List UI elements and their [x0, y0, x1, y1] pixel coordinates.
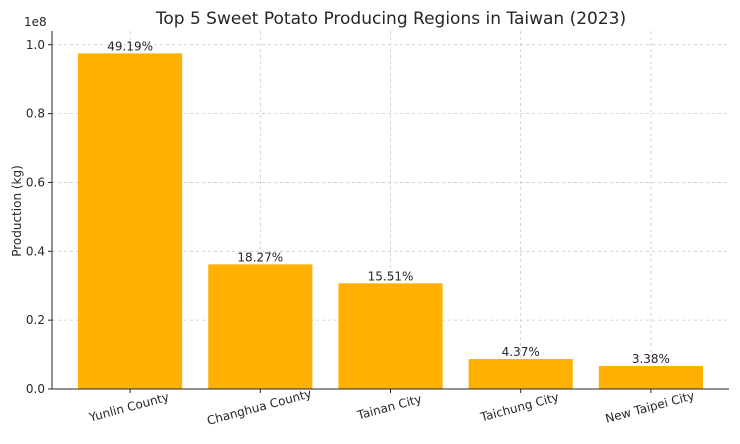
- axes: [48, 31, 729, 393]
- y-tick-label: 0.8: [26, 107, 45, 121]
- bar-data-label: 4.37%: [502, 345, 540, 359]
- chart-title: Top 5 Sweet Potato Producing Regions in …: [155, 9, 626, 29]
- bar: [78, 53, 183, 389]
- bar: [208, 264, 313, 389]
- bar-data-label: 18.27%: [237, 250, 283, 264]
- x-tick-label: New Taipei City: [604, 389, 696, 426]
- bars: [78, 53, 703, 389]
- y-axis-label: Production (kg): [10, 165, 24, 257]
- x-tick-label: Tainan City: [355, 392, 423, 423]
- bar: [598, 365, 703, 389]
- y-tick-label: 0.4: [26, 244, 45, 258]
- bar: [468, 359, 573, 389]
- x-tick-label: Changhua County: [205, 386, 313, 427]
- y-tick-label: 0.2: [26, 313, 45, 327]
- bar-data-label: 15.51%: [368, 269, 414, 283]
- y-tick-label: 1.0: [26, 38, 45, 52]
- y-tick-label: 0.0: [26, 382, 45, 396]
- bar-data-label: 3.38%: [632, 352, 670, 366]
- bar-data-label: 49.19%: [107, 39, 153, 53]
- y-axis-offset-label: 1e8: [24, 15, 47, 29]
- y-tick-label: 0.6: [26, 175, 45, 189]
- x-tick-label: Taichung City: [478, 390, 560, 425]
- x-tick-label: Yunlin County: [87, 390, 171, 425]
- bar: [338, 283, 443, 389]
